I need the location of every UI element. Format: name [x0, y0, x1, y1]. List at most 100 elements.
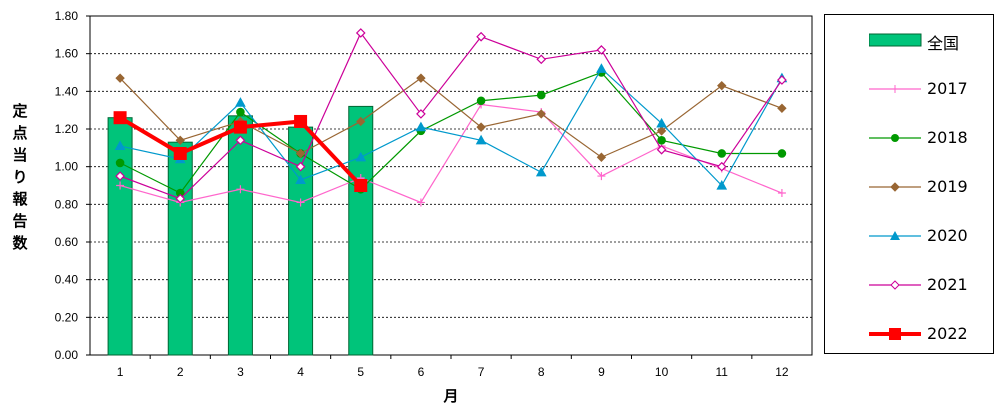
data-point-2018 — [536, 90, 546, 100]
data-point-2018 — [476, 96, 486, 106]
legend-label: 2022 — [927, 324, 968, 343]
legend-item-2022: 2022 — [825, 319, 993, 349]
legend-label: 2018 — [927, 128, 968, 147]
legend-label: 2021 — [927, 275, 968, 294]
data-point-2020 — [355, 151, 367, 162]
x-tick-label: 3 — [237, 365, 244, 379]
y-axis-label-char: 当 — [12, 146, 28, 164]
data-point-2022 — [354, 179, 368, 192]
data-point-2019 — [717, 80, 727, 91]
y-axis-label-char: り — [12, 168, 28, 186]
data-point-2022 — [173, 146, 187, 160]
data-point-2021 — [295, 161, 306, 172]
series-line-2019 — [119, 77, 783, 158]
series-line-2021 — [119, 31, 783, 200]
data-point-2021 — [777, 75, 787, 85]
legend-item-2020: 2020 — [825, 221, 993, 251]
data-point-2020 — [535, 166, 547, 177]
y-tick-label: 0.20 — [55, 310, 79, 324]
data-point-2021 — [476, 31, 486, 42]
x-tick-label: 6 — [418, 365, 425, 379]
data-point-2021 — [355, 28, 366, 38]
legend-item-2018: 2018 — [825, 123, 993, 153]
y-tick-label: 0.40 — [55, 273, 79, 287]
x-tick-label: 11 — [716, 365, 729, 379]
data-point-2017 — [236, 185, 245, 194]
data-point-2020 — [716, 179, 728, 190]
data-point-2019 — [175, 135, 185, 146]
data-point-2018 — [115, 158, 125, 168]
x-tick-label: 1 — [117, 365, 124, 379]
data-point-2021 — [716, 161, 727, 172]
data-point-2019 — [536, 109, 546, 119]
y-tick-label: 1.60 — [55, 47, 79, 61]
series-line-2017 — [119, 103, 783, 204]
legend-label: 全国 — [927, 34, 960, 53]
y-axis-label-char: 報 — [12, 190, 28, 208]
y-axis-label-char: 告 — [12, 212, 28, 230]
legend-item-全国: 全国 — [825, 25, 993, 55]
legend-swatch — [869, 231, 921, 240]
data-point-2020 — [475, 134, 487, 145]
bar-zenkoku — [348, 105, 374, 356]
legend: 全国 2017 2018 2019 2020 2021 2022 — [824, 14, 994, 354]
legend-swatch — [869, 328, 921, 340]
data-point-2021 — [656, 144, 667, 155]
bar-zenkoku — [167, 141, 193, 356]
data-point-2017 — [777, 189, 786, 198]
data-point-2020 — [295, 174, 306, 184]
bar-zenkoku — [227, 115, 253, 356]
data-point-2021 — [175, 193, 186, 204]
data-point-2020 — [656, 117, 667, 128]
y-tick-label: 1.80 — [55, 9, 79, 23]
series-line-2018 — [119, 71, 782, 194]
data-point-2018 — [236, 107, 245, 117]
data-point-2019 — [596, 152, 607, 162]
y-tick-label: 0.00 — [55, 348, 79, 362]
data-point-2020 — [235, 97, 246, 107]
y-axis-label: 定点当り報告数 — [8, 100, 32, 254]
data-point-2017 — [597, 172, 606, 181]
y-axis-label-char: 点 — [12, 124, 28, 142]
data-point-2018 — [777, 149, 787, 158]
data-point-2020 — [114, 140, 126, 151]
x-tick-label: 7 — [478, 365, 485, 379]
legend-swatch — [869, 182, 921, 192]
data-point-2021 — [596, 45, 607, 55]
legend-swatch — [869, 280, 921, 290]
y-axis-label-char: 定 — [12, 102, 28, 120]
legend-item-2021: 2021 — [825, 270, 993, 300]
data-point-2019 — [416, 73, 426, 83]
legend-item-2017: 2017 — [825, 74, 993, 104]
legend-swatch — [869, 33, 922, 47]
x-tick-label: 9 — [598, 365, 605, 379]
legend-label: 2019 — [927, 177, 968, 196]
y-tick-label: 1.40 — [55, 84, 79, 98]
data-point-2022 — [294, 114, 308, 128]
x-tick-label: 5 — [357, 365, 364, 379]
data-point-2021 — [115, 171, 125, 181]
series-line-2020 — [119, 67, 783, 187]
data-point-2019 — [295, 148, 306, 159]
data-point-2021 — [536, 54, 547, 65]
data-point-2021 — [235, 135, 246, 146]
legend-swatch — [869, 134, 921, 142]
plot-area — [89, 15, 813, 356]
y-tick-label: 1.00 — [55, 160, 79, 174]
bar-zenkoku — [107, 117, 133, 356]
data-point-2020 — [415, 121, 427, 132]
legend-label: 2020 — [927, 226, 968, 245]
x-tick-label: 10 — [655, 365, 669, 379]
bar-zenkoku — [288, 126, 314, 356]
data-point-2019 — [777, 103, 787, 113]
data-point-2019 — [356, 116, 366, 127]
x-axis-label: 月 — [443, 387, 459, 405]
data-point-2017 — [116, 181, 125, 190]
data-point-2022 — [113, 111, 127, 125]
data-point-2019 — [476, 122, 486, 132]
y-tick-label: 0.60 — [55, 235, 79, 249]
x-tick-label: 12 — [775, 365, 789, 379]
data-point-2021 — [416, 109, 426, 119]
